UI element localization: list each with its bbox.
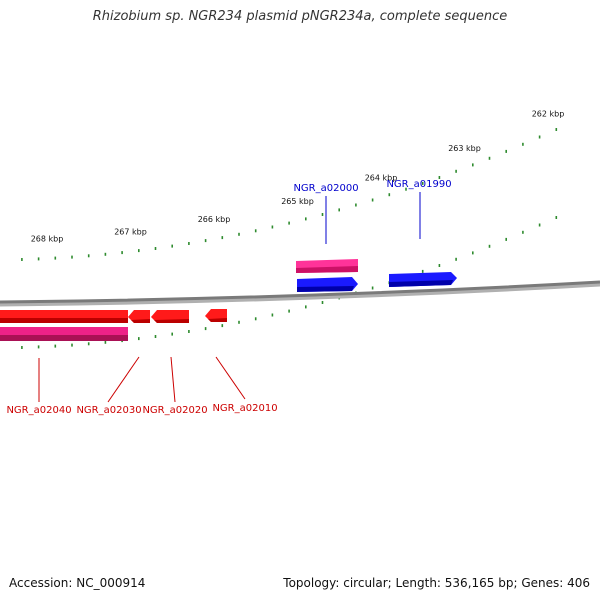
gene-arrow-ngr-a02030-shade: [131, 319, 150, 323]
scale-label: 262 kbp: [532, 109, 565, 118]
sequence-backbone: [0, 280, 600, 304]
leader-ngr-a02020: [170, 356, 176, 403]
map-title: Rhizobium sp. NGR234 plasmid pNGR234a, c…: [92, 9, 508, 24]
gene-arrow-ngr-a02020-shade: [154, 319, 189, 323]
sequence-summary: Topology: circular; Length: 536,165 bp; …: [283, 576, 590, 590]
gene-arrow-ngr-a01990-shade: [389, 280, 453, 287]
backbone-shadow: [0, 281, 600, 307]
gene-label-ngr-a01990[interactable]: NGR_a01990: [386, 179, 451, 190]
scale-label: 265 kbp: [281, 197, 314, 206]
gene-arrow-ngr-a02040-shade: [0, 318, 128, 323]
gene-feature-ngr-a02000-other-shade: [296, 266, 358, 273]
gene-label-ngr-a02040[interactable]: NGR_a02040: [6, 405, 71, 416]
reverse-gene-track: [0, 309, 227, 341]
gene-feature-ngr-a02040-other-shade: [0, 335, 128, 341]
leader-ngr-a02010: [215, 356, 246, 400]
gene-label-ngr-a02020[interactable]: NGR_a02020: [142, 405, 207, 416]
gene-arrow-ngr-a02010-shade: [208, 318, 227, 322]
scale-label: 263 kbp: [448, 144, 481, 153]
scale-label: 267 kbp: [114, 228, 147, 237]
scale-label: 264 kbp: [365, 173, 398, 182]
scale-label: 266 kbp: [198, 215, 231, 224]
leader-ngr-a02030: [107, 356, 140, 403]
outer-tick-track: [21, 128, 558, 261]
gene-label-leaders: [38, 192, 421, 403]
gene-label-ngr-a02030[interactable]: NGR_a02030: [76, 405, 141, 416]
forward-gene-track: [296, 259, 457, 292]
accession-label: Accession: NC_000914: [9, 576, 146, 590]
scale-label-group: 268 kbp 267 kbp 266 kbp 265 kbp 264 kbp 263 k…: [31, 109, 565, 243]
scale-label: 268 kbp: [31, 235, 64, 244]
gene-label-ngr-a02010[interactable]: NGR_a02010: [212, 403, 277, 414]
gene-label-ngr-a02000[interactable]: NGR_a02000: [293, 183, 358, 194]
gene-labels: NGR_a02000 NGR_a01990 NGR_a02040 NGR_a02…: [6, 179, 451, 416]
gene-arrow-ngr-a02000-shade: [297, 286, 354, 292]
